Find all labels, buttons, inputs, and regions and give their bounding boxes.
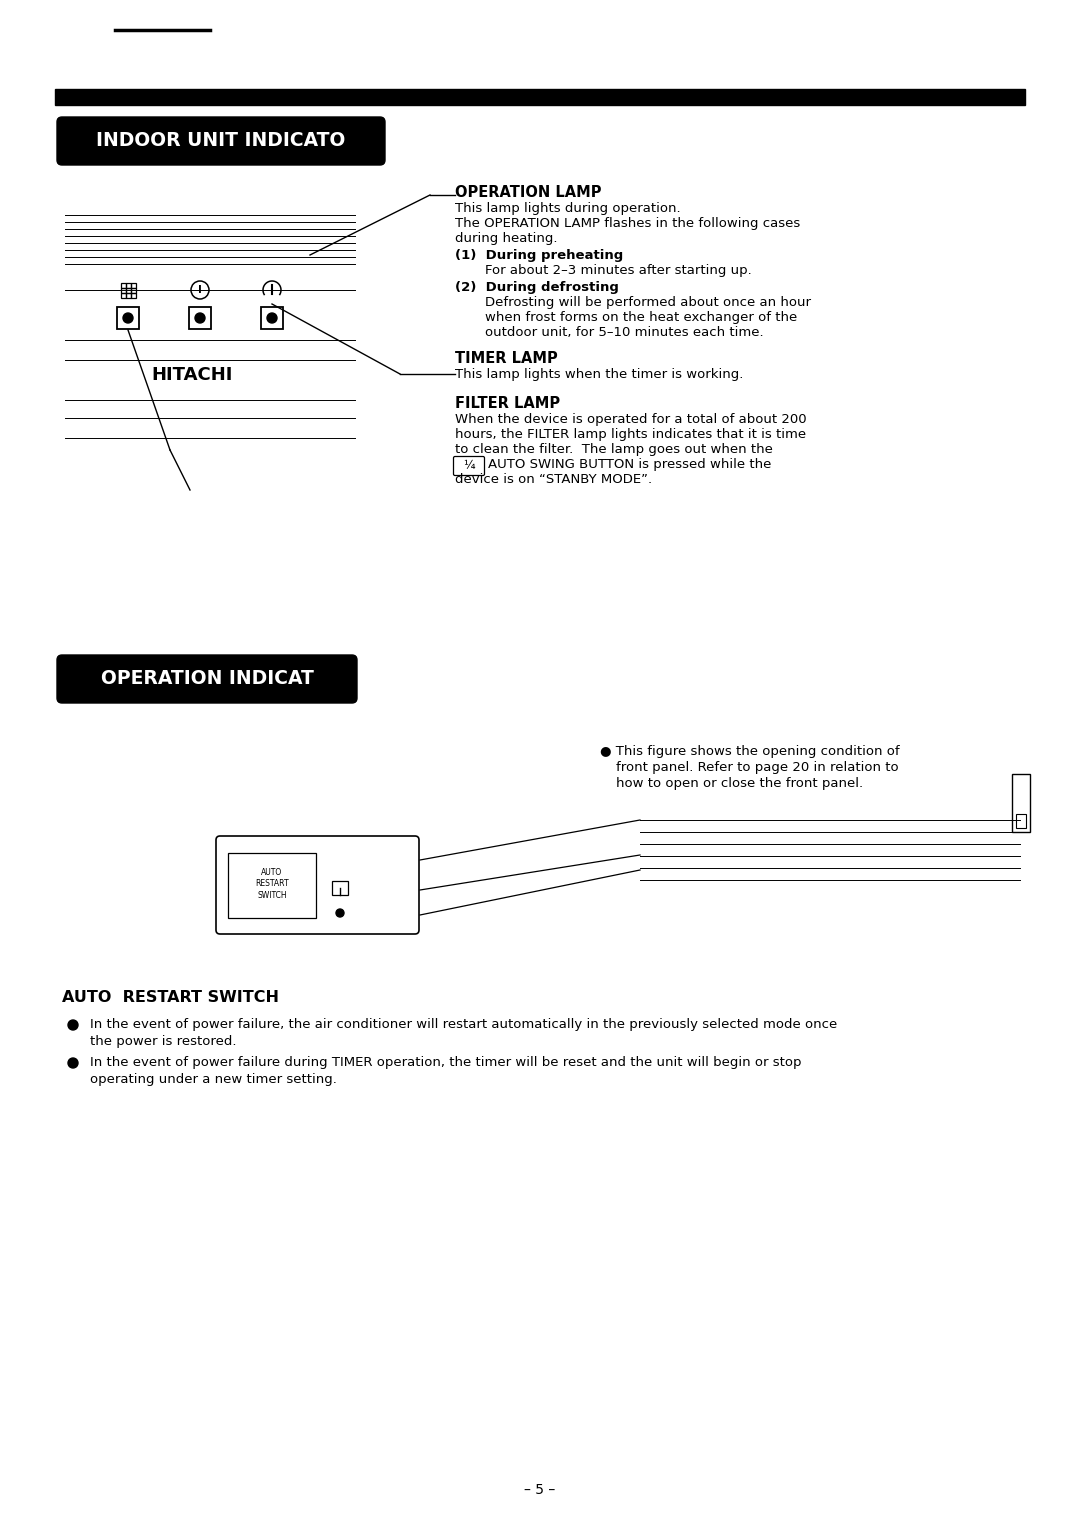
Text: This lamp lights during operation.: This lamp lights during operation. — [455, 202, 680, 215]
Bar — [1016, 814, 1026, 828]
Text: AUTO  RESTART SWITCH: AUTO RESTART SWITCH — [62, 990, 279, 1005]
Bar — [55, 89, 1025, 105]
Text: the power is restored.: the power is restored. — [90, 1034, 237, 1048]
Text: ¼: ¼ — [463, 460, 475, 472]
Text: For about 2–3 minutes after starting up.: For about 2–3 minutes after starting up. — [485, 264, 752, 277]
Text: HITACHI: HITACHI — [151, 367, 232, 384]
Text: front panel. Refer to page 20 in relation to: front panel. Refer to page 20 in relatio… — [616, 761, 899, 775]
Text: When the device is operated for a total of about 200: When the device is operated for a total … — [455, 413, 807, 426]
Text: In the event of power failure during TIMER operation, the timer will be reset an: In the event of power failure during TIM… — [90, 1056, 801, 1070]
Text: TIMER LAMP: TIMER LAMP — [455, 351, 557, 367]
Text: Defrosting will be performed about once an hour: Defrosting will be performed about once … — [485, 296, 811, 309]
Circle shape — [195, 313, 205, 322]
Text: during heating.: during heating. — [455, 232, 557, 244]
Text: FILTER LAMP: FILTER LAMP — [455, 396, 561, 411]
Text: operating under a new timer setting.: operating under a new timer setting. — [90, 1073, 337, 1086]
Circle shape — [68, 1021, 78, 1030]
Text: I: I — [198, 286, 202, 295]
Circle shape — [68, 1057, 78, 1068]
Text: to clean the filter.  The lamp goes out when the: to clean the filter. The lamp goes out w… — [455, 443, 773, 455]
Bar — [189, 307, 211, 329]
Text: outdoor unit, for 5–10 minutes each time.: outdoor unit, for 5–10 minutes each time… — [485, 325, 764, 339]
Text: ● This figure shows the opening condition of: ● This figure shows the opening conditio… — [600, 746, 900, 758]
FancyBboxPatch shape — [57, 656, 357, 703]
Bar — [261, 307, 283, 329]
Bar — [125, 283, 131, 287]
Bar — [121, 283, 125, 287]
Text: hours, the FILTER lamp lights indicates that it is time: hours, the FILTER lamp lights indicates … — [455, 428, 806, 442]
Bar — [121, 287, 125, 292]
Text: OPERATION INDICAT: OPERATION INDICAT — [100, 669, 313, 689]
Bar — [131, 287, 135, 292]
Text: AUTO
RESTART
SWITCH: AUTO RESTART SWITCH — [255, 868, 288, 900]
Text: – 5 –: – 5 – — [525, 1484, 555, 1497]
Bar — [332, 882, 348, 895]
Bar — [1012, 775, 1030, 833]
Bar — [131, 292, 135, 298]
Bar — [125, 292, 131, 298]
Text: how to open or close the front panel.: how to open or close the front panel. — [616, 778, 863, 790]
Text: (2)  During defrosting: (2) During defrosting — [455, 281, 619, 293]
Bar — [117, 307, 139, 329]
Text: AUTO SWING BUTTON is pressed while the: AUTO SWING BUTTON is pressed while the — [488, 458, 771, 471]
Text: INDOOR UNIT INDICATO: INDOOR UNIT INDICATO — [96, 131, 346, 150]
Circle shape — [336, 909, 345, 917]
Circle shape — [267, 313, 276, 322]
Bar — [228, 853, 316, 918]
Text: when frost forms on the heat exchanger of the: when frost forms on the heat exchanger o… — [485, 312, 797, 324]
Circle shape — [123, 313, 133, 322]
Text: OPERATION LAMP: OPERATION LAMP — [455, 185, 602, 200]
Text: In the event of power failure, the air conditioner will restart automatically in: In the event of power failure, the air c… — [90, 1018, 837, 1031]
Bar — [121, 292, 125, 298]
Text: The OPERATION LAMP flashes in the following cases: The OPERATION LAMP flashes in the follow… — [455, 217, 800, 231]
Bar — [131, 283, 135, 287]
Bar — [125, 287, 131, 292]
Text: device is on “STANBY MODE”.: device is on “STANBY MODE”. — [455, 474, 652, 486]
FancyBboxPatch shape — [57, 118, 384, 165]
Text: This lamp lights when the timer is working.: This lamp lights when the timer is worki… — [455, 368, 743, 380]
Text: (1)  During preheating: (1) During preheating — [455, 249, 623, 261]
